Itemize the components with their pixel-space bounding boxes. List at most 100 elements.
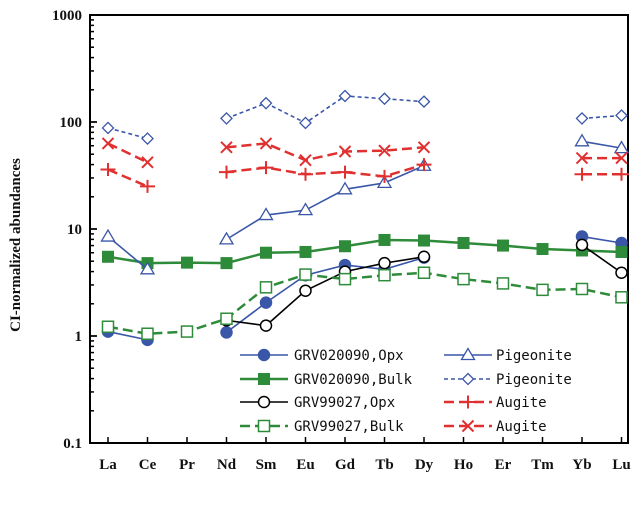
data-point xyxy=(141,156,154,169)
data-point xyxy=(100,228,116,242)
x-tick-label: Yb xyxy=(572,457,591,473)
y-axis-title: CI-normalized abundances xyxy=(8,158,24,332)
legend-marker xyxy=(257,419,271,433)
x-tick-label: Tb xyxy=(375,457,393,473)
data-point xyxy=(575,112,589,125)
data-point xyxy=(259,137,273,150)
data-point xyxy=(297,202,314,216)
data-point xyxy=(219,165,234,179)
data-point xyxy=(536,243,549,256)
data-point xyxy=(299,268,312,281)
series-6 xyxy=(100,158,629,193)
y-tick-label: 10 xyxy=(67,222,82,238)
x-tick-label: Eu xyxy=(296,457,314,473)
data-point xyxy=(258,161,274,175)
data-point xyxy=(299,245,312,258)
legend-label: Augite xyxy=(496,419,547,435)
series-line xyxy=(226,256,425,334)
data-point xyxy=(338,272,352,286)
series-2 xyxy=(220,238,628,332)
data-point xyxy=(299,116,312,130)
series-line xyxy=(226,142,425,162)
data-point xyxy=(259,281,273,294)
data-point xyxy=(220,112,233,125)
series-5 xyxy=(101,89,628,145)
data-point xyxy=(101,137,115,150)
legend-label: GRV99027,Bulk xyxy=(294,419,404,435)
data-point xyxy=(378,144,391,157)
x-tick-label: Ho xyxy=(454,457,473,473)
data-point xyxy=(141,132,154,145)
data-point xyxy=(615,109,628,122)
data-point xyxy=(259,96,273,110)
data-point xyxy=(575,151,589,165)
legend-marker xyxy=(258,373,270,385)
series-7 xyxy=(101,137,628,169)
data-point xyxy=(615,151,628,165)
x-tick-label: Pr xyxy=(179,457,195,473)
legend-marker xyxy=(460,347,476,361)
data-point xyxy=(220,312,233,325)
data-point xyxy=(377,169,392,183)
x-tick-label: Dy xyxy=(415,457,434,473)
legend-label: GRV99027,Opx xyxy=(294,395,395,411)
x-tick-label: Ce xyxy=(139,457,157,473)
data-point xyxy=(418,234,430,247)
data-point xyxy=(575,282,589,296)
x-tick-label: Tm xyxy=(531,457,554,473)
legend-label: Pigeonite xyxy=(496,348,572,364)
data-point xyxy=(378,92,391,106)
series-1 xyxy=(102,233,628,270)
series-line xyxy=(107,271,622,335)
series-line xyxy=(107,168,148,188)
series-3 xyxy=(101,266,628,340)
data-point xyxy=(180,325,194,338)
data-point xyxy=(615,245,628,258)
y-tick-label: 1000 xyxy=(52,8,82,24)
legend-label: GRV020090,Bulk xyxy=(294,372,413,388)
data-point xyxy=(417,141,431,154)
legend-label: GRV020090,Opx xyxy=(294,348,404,364)
series-line xyxy=(581,235,622,244)
data-point xyxy=(574,133,590,147)
data-point xyxy=(220,257,233,270)
data-point xyxy=(575,238,589,252)
x-tick-label: Nd xyxy=(217,457,237,473)
series-line xyxy=(107,235,149,270)
data-point xyxy=(339,240,351,253)
data-point xyxy=(259,319,273,332)
data-point xyxy=(457,272,470,286)
x-tick-label: Er xyxy=(495,457,512,473)
legend-marker xyxy=(257,348,271,362)
data-point xyxy=(614,167,629,181)
x-tick-label: La xyxy=(99,457,117,473)
data-point xyxy=(337,165,353,179)
plot-area: 0.1 1 10 100 1000 La Ce Pr Nd Sm Eu Gd Tb Dy Ho Er Tm Yb L… xyxy=(52,8,631,473)
data-point xyxy=(259,296,273,309)
data-point xyxy=(615,291,628,304)
data-point xyxy=(299,153,312,167)
data-point xyxy=(613,140,630,154)
data-point xyxy=(140,179,155,193)
data-point xyxy=(298,167,313,181)
data-point xyxy=(101,320,115,334)
data-point xyxy=(101,121,115,135)
data-point xyxy=(338,89,352,103)
series-line xyxy=(226,165,425,241)
y-tick-label: 100 xyxy=(60,115,83,131)
series-line xyxy=(107,127,148,140)
data-point xyxy=(220,141,233,154)
data-point xyxy=(536,283,549,297)
legend-marker xyxy=(461,419,475,433)
data-point xyxy=(416,158,432,172)
data-point xyxy=(574,167,590,181)
data-point xyxy=(102,250,114,263)
legend-label: Pigeonite xyxy=(496,372,572,388)
data-point xyxy=(139,261,156,275)
series-line xyxy=(581,140,622,149)
data-point xyxy=(457,236,470,249)
legend-marker xyxy=(461,372,475,386)
data-point xyxy=(141,327,154,340)
data-point xyxy=(218,231,235,245)
